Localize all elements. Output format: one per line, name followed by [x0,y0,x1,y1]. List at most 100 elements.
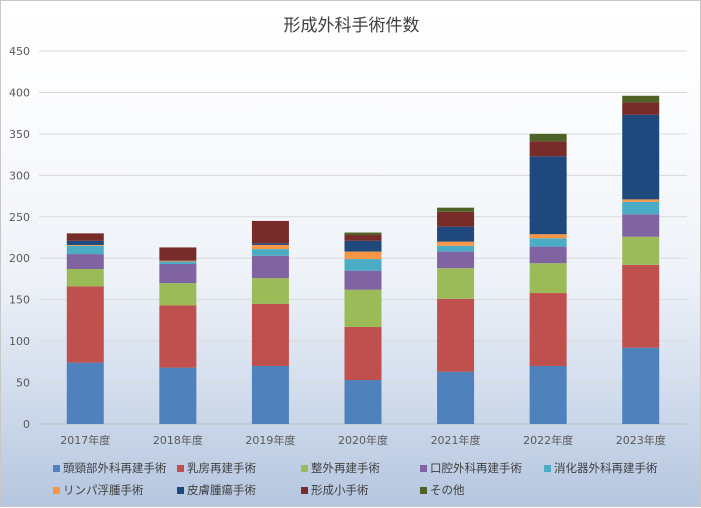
bar-segment [437,298,475,372]
legend-label: 皮膚腫瘍手術 [187,483,256,497]
legend-label: 口腔外科再建手術 [430,461,522,475]
bar-segment [529,238,567,247]
bar-segment [529,141,567,157]
bar-segment [622,347,660,424]
legend-swatch [301,464,308,472]
bar-segment [622,95,660,103]
bar-segment [66,254,104,269]
bar-segment [529,293,567,366]
bar-segment [529,246,567,264]
bar-segment [251,244,289,250]
bar-segment [344,240,382,252]
bar-segment [251,243,289,245]
legend-item: 口腔外科再建手術 [420,460,544,476]
legend-label: 消化器外科再建手術 [554,461,658,475]
bar-segment [437,371,475,424]
legend-label: リンパ浮腫手術 [63,483,144,497]
legend-swatch [420,486,427,494]
bar-segment [344,235,382,241]
bar-segment [66,245,104,255]
bar-segment [344,289,382,328]
bar-segment [622,201,660,215]
bar-segment [159,264,197,284]
bar-segment [344,380,382,424]
bar-segment [437,268,475,299]
bar-segment [251,255,289,279]
y-tick-label: 150 [9,294,30,307]
bar-segment [437,207,475,212]
legend-swatch [544,464,551,472]
x-tick-label: 2018年度 [153,433,203,447]
y-tick-label: 100 [9,335,30,348]
y-tick-label: 50 [16,377,30,390]
legend-swatch [53,464,60,472]
legend-label: 頭頸部外科再建手術 [63,461,167,475]
bar-segment [529,156,567,235]
y-tick-label: 350 [9,128,30,141]
chart-title: 形成外科手術件数 [283,16,420,36]
legend-swatch [53,486,60,494]
legend-item: 皮膚腫瘍手術 [177,482,301,498]
bar-segment [66,362,104,424]
bar-segment [66,233,104,241]
bar-segment [251,220,289,244]
legend-item: リンパ浮腫手術 [53,482,177,498]
bar-segment [529,234,567,239]
bar-segment [622,214,660,237]
bar-segment [622,264,660,348]
x-tick-label: 2020年度 [338,433,388,447]
legend-item: 形成小手術 [301,482,420,498]
bar-segment [159,305,197,368]
y-tick-label: 450 [9,45,30,58]
bar-segment [622,199,660,202]
legend-item: 消化器外科再建手術 [544,460,674,476]
y-tick-label: 300 [9,169,30,182]
bar-segment [159,261,197,265]
bar-segment [159,283,197,306]
legend-swatch [177,486,184,494]
bar-segment [159,260,197,262]
x-tick-label: 2019年度 [245,433,295,447]
x-tick-label: 2022年度 [523,433,573,447]
bar-segment [344,259,382,271]
legend-row: 頭頸部外科再建手術 乳房再建手術 整外再建手術 口腔外科再建手術 消化器外科再建手術 [53,457,693,479]
legend-label: 整外再建手術 [311,461,380,475]
x-tick-label: 2017年度 [60,433,110,447]
bar-segment [159,367,197,424]
y-tick-label: 0 [23,418,30,431]
legend-label: 乳房再建手術 [187,461,256,475]
bar-segment [529,263,567,294]
legend: 頭頸部外科再建手術 乳房再建手術 整外再建手術 口腔外科再建手術 消化器外科再建手術 リ… [53,457,693,501]
legend-item: 頭頸部外科再建手術 [53,460,177,476]
y-tick-label: 400 [9,86,30,99]
legend-row: リンパ浮腫手術 皮膚腫瘍手術 形成小手術 その他 [53,479,693,501]
bar-segment [437,251,475,269]
bar-segment [622,102,660,115]
bar-segment [622,236,660,265]
legend-item: 整外再建手術 [301,460,420,476]
legend-swatch [177,464,184,472]
legend-swatch [301,486,308,494]
bar-segment [251,303,289,366]
bar-segment [344,270,382,290]
x-tick-label: 2021年度 [431,433,481,447]
bar-segment [344,327,382,381]
bar-segment [622,114,660,200]
bar-segment [437,245,475,252]
bar-segment [437,241,475,246]
bar-segment [344,251,382,260]
legend-item: 乳房再建手術 [177,460,301,476]
bar-segment [66,244,104,246]
legend-swatch [420,464,427,472]
bar-segment [66,268,104,287]
bar-segment [159,247,197,261]
bar-segment [251,365,289,424]
bar-segment [529,133,567,142]
y-tick-label: 250 [9,211,30,224]
bar-segment [66,286,104,363]
bar-segment [529,365,567,424]
bar-segment [251,249,289,256]
bar-segment [251,278,289,304]
